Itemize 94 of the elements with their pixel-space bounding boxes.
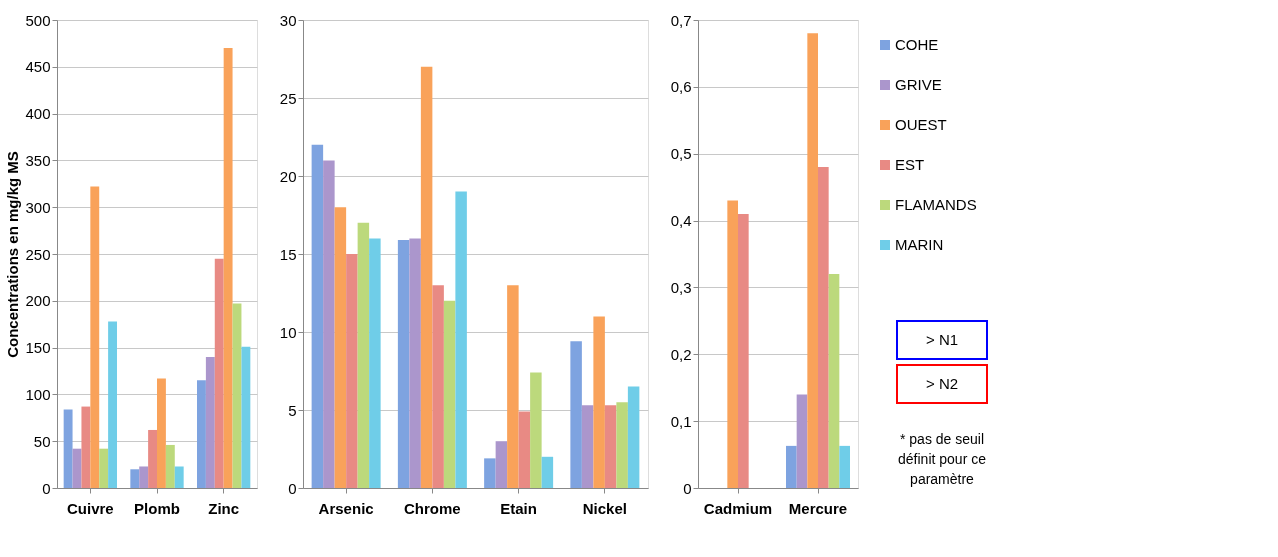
bar	[495, 441, 508, 488]
bar	[432, 285, 444, 488]
bar	[165, 444, 175, 488]
x-tick-label: Cadmium	[703, 499, 773, 517]
text: > N2	[925, 375, 959, 392]
bar	[232, 303, 242, 488]
bar	[174, 466, 184, 488]
bar	[593, 316, 605, 488]
y-axis-title: Concentrations en mg/kg MS	[4, 151, 22, 358]
legend-label: MARIN	[895, 236, 944, 253]
legend-label: EST	[895, 156, 925, 173]
bar	[738, 213, 749, 488]
bar	[214, 258, 224, 488]
x-tick-label: Etain	[500, 499, 537, 517]
bar	[369, 238, 381, 488]
bar	[108, 321, 117, 488]
bar	[807, 33, 818, 488]
bar	[839, 445, 850, 488]
y-tick-label: 100	[25, 385, 51, 403]
bar	[786, 445, 797, 488]
bar	[455, 191, 467, 488]
bar	[90, 186, 100, 488]
bar	[99, 448, 109, 488]
y-tick-label: 25	[279, 89, 297, 107]
y-tick-label: 20	[279, 167, 297, 185]
y-tick-label: 250	[25, 245, 51, 263]
bar	[357, 222, 370, 488]
text: > N1	[925, 331, 959, 348]
y-tick-label: 0	[288, 479, 297, 497]
y-tick-label: 450	[25, 58, 51, 76]
x-tick-label: Arsenic	[318, 499, 374, 517]
bar	[139, 466, 149, 488]
bar	[796, 394, 808, 488]
bar	[409, 238, 421, 488]
y-tick-label: 0,3	[670, 278, 692, 296]
y-tick-label: 30	[279, 11, 297, 29]
y-tick-label: 350	[25, 151, 51, 169]
bar	[616, 402, 628, 488]
y-tick-label: 5	[288, 401, 297, 419]
bar	[311, 144, 324, 488]
bar	[334, 207, 347, 488]
bar	[507, 285, 519, 488]
legend-label: COHE	[895, 36, 939, 53]
legend-label: GRIVE	[895, 76, 942, 93]
x-tick-label: Chrome	[404, 499, 461, 517]
bar	[81, 406, 91, 488]
x-tick-label: Cuivre	[66, 499, 114, 517]
bar	[241, 346, 251, 488]
y-tick-label: 0,7	[670, 11, 692, 29]
bar	[604, 405, 617, 488]
y-tick-label: 50	[33, 432, 51, 450]
y-tick-label: 15	[279, 245, 297, 263]
bar	[518, 411, 531, 488]
y-tick-label: 0,5	[670, 145, 692, 163]
bar	[541, 456, 554, 488]
legend-label: FLAMANDS	[895, 196, 977, 213]
text: * pas de seuil définit pour ce paramètre	[898, 431, 987, 487]
y-tick-label: 200	[25, 292, 51, 310]
bar	[397, 239, 410, 488]
bar	[828, 274, 840, 488]
bar	[581, 405, 594, 488]
y-tick-label: 0	[42, 479, 51, 497]
bar	[420, 66, 433, 488]
bar	[627, 386, 640, 488]
x-tick-label: Plomb	[134, 499, 180, 517]
bar	[63, 409, 73, 488]
x-tick-label: Nickel	[582, 499, 627, 517]
bar	[570, 341, 582, 488]
x-tick-label: Mercure	[788, 499, 848, 517]
y-tick-label: 0,2	[670, 345, 692, 363]
bar	[484, 458, 496, 488]
y-tick-label: 0,6	[670, 78, 692, 96]
bar	[818, 167, 829, 488]
y-tick-label: 0	[683, 479, 692, 497]
bar	[530, 372, 542, 488]
bar	[223, 48, 233, 488]
bar	[197, 380, 206, 488]
bar	[157, 378, 166, 488]
y-tick-label: 0,4	[670, 212, 692, 230]
y-tick-label: 0,1	[670, 412, 692, 430]
bar	[323, 160, 335, 488]
y-tick-label: 400	[25, 105, 51, 123]
x-tick-label: Zinc	[208, 499, 240, 517]
bar	[130, 469, 140, 488]
bar	[346, 254, 358, 488]
legend-label: OUEST	[895, 116, 947, 133]
y-tick-label: 10	[279, 323, 297, 341]
y-tick-label: 500	[25, 11, 51, 29]
bar	[205, 356, 215, 488]
y-tick-label: 300	[25, 198, 51, 216]
y-tick-label: 150	[25, 339, 51, 357]
bar	[148, 429, 157, 488]
bar	[727, 200, 738, 488]
bar	[443, 300, 456, 488]
